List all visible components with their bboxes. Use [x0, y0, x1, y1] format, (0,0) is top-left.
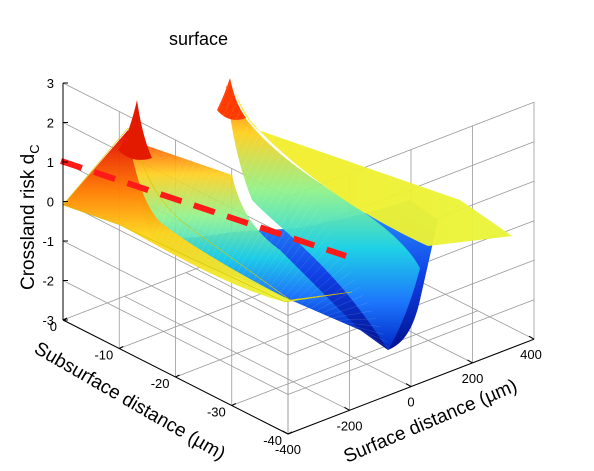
mesh-line	[257, 201, 315, 284]
mesh-line	[359, 329, 393, 351]
z-tick-label: -3	[42, 313, 54, 328]
mesh-line	[354, 327, 388, 343]
y-tick	[287, 431, 293, 435]
peak-right	[217, 78, 246, 120]
threshold-line	[60, 158, 347, 259]
mesh-line	[273, 224, 327, 292]
mesh-line	[225, 154, 290, 270]
y-tick-label: -20	[151, 376, 170, 391]
surface-mesh-lines	[149, 44, 393, 351]
y-tick-label: 0	[50, 319, 57, 334]
x-tick-label: 200	[462, 371, 484, 386]
y-tick	[62, 317, 68, 321]
mesh-line	[327, 302, 368, 316]
trough-wall-left	[130, 140, 360, 330]
surface-mesh	[62, 78, 512, 350]
mesh-line	[165, 68, 245, 243]
z-axis-label: Crossland risk dC	[18, 144, 42, 290]
y-axis-ticks: 0 -10 -20 -30 -40	[50, 317, 293, 448]
x-tick	[405, 383, 412, 388]
mesh-line	[316, 287, 360, 311]
mesh-line	[241, 177, 302, 277]
z-tick-label: 3	[47, 76, 54, 91]
z-tick-label: -2	[42, 274, 54, 289]
mesh-line	[182, 91, 257, 250]
mesh-line	[149, 44, 233, 236]
mesh-line	[311, 279, 356, 309]
x-tick-label: -400	[275, 442, 301, 457]
mesh-line	[338, 318, 376, 321]
mesh-line	[203, 123, 274, 260]
mesh-line	[155, 52, 237, 238]
y-axis-label: Subsurface distance (µm)	[31, 338, 229, 465]
y-tick-label: -30	[207, 405, 226, 420]
y-tick	[231, 403, 236, 406]
mesh-line	[306, 271, 352, 306]
z-tick-label: 2	[47, 116, 54, 131]
grid-line	[231, 310, 478, 406]
mesh-line	[235, 170, 298, 275]
x-tick	[528, 335, 535, 340]
mesh-line	[295, 255, 343, 301]
mesh-line	[192, 107, 266, 255]
mesh-line	[300, 263, 348, 304]
z-axis-ticks: -3 -2 -1 0 1 2 3	[42, 76, 68, 328]
mesh-line	[262, 209, 319, 287]
mesh-line	[289, 248, 339, 299]
mesh-line	[187, 99, 261, 253]
mesh-line	[209, 130, 278, 262]
z-tick-label: -1	[42, 234, 54, 249]
x-tick-label: 0	[407, 395, 414, 410]
x-tick-label: 400	[520, 347, 542, 362]
mesh-line	[219, 146, 286, 267]
y-tick	[119, 346, 124, 349]
z-axis-label-main: Crossland risk d	[18, 154, 39, 290]
x-axis-label: Surface distance (µm)	[341, 376, 521, 468]
z-tick-label: 1	[47, 155, 54, 170]
mesh-line	[349, 324, 384, 335]
mesh-line	[279, 232, 331, 294]
flat-plane-left	[63, 130, 352, 302]
mesh-line	[252, 193, 311, 282]
mesh-line	[343, 322, 380, 327]
mesh-line	[230, 162, 294, 272]
x-tick	[344, 406, 350, 411]
z-axis-label-sub: C	[27, 144, 42, 153]
mesh-line	[333, 310, 372, 319]
flat-plane-right	[232, 78, 512, 246]
x-tick	[282, 430, 289, 435]
mesh-line	[214, 138, 282, 265]
y-tick	[175, 374, 180, 378]
x-tick	[467, 359, 473, 364]
peak-left	[118, 100, 152, 160]
mesh-line	[284, 240, 335, 297]
mesh-line	[176, 83, 253, 248]
mesh-line	[160, 60, 241, 240]
mesh-line	[322, 295, 364, 314]
x-axis-ticks: -400 -200 0 200 400	[275, 335, 542, 457]
mesh-line	[198, 115, 270, 258]
surface-annotation: surface	[169, 29, 228, 49]
x-tick-label: -200	[336, 418, 362, 433]
y-tick-label: -10	[94, 348, 113, 363]
mesh-line	[268, 216, 323, 289]
z-tick-label: 0	[47, 195, 54, 210]
trough-wall-right	[226, 85, 420, 350]
mesh-line	[171, 76, 249, 245]
y-tick-label: -40	[263, 433, 282, 448]
